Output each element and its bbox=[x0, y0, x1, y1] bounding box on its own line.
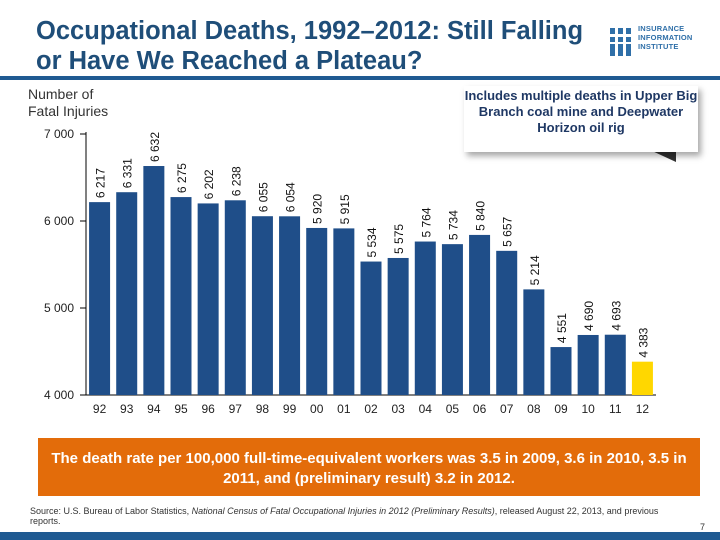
bar-value-label: 5 534 bbox=[365, 227, 379, 257]
y-tick-label: 7 000 bbox=[44, 127, 74, 141]
slide-title: Occupational Deaths, 1992–2012: Still Fa… bbox=[36, 17, 584, 75]
bar bbox=[387, 257, 409, 395]
iii-logo: INSURANCE INFORMATION INSTITUTE bbox=[608, 24, 708, 60]
header-rule bbox=[0, 76, 720, 80]
bar bbox=[631, 361, 653, 395]
bar-value-label: 4 551 bbox=[555, 313, 569, 343]
callout-pointer bbox=[650, 150, 676, 162]
bar-value-label: 6 217 bbox=[94, 168, 108, 198]
x-tick-label: 10 bbox=[581, 402, 595, 416]
bar-value-label: 6 202 bbox=[202, 169, 216, 199]
x-tick-label: 07 bbox=[500, 402, 514, 416]
y-axis-label: Number of Fatal Injuries bbox=[28, 86, 109, 119]
x-tick-label: 93 bbox=[120, 402, 134, 416]
x-tick-label: 05 bbox=[446, 402, 460, 416]
x-tick-label: 97 bbox=[229, 402, 243, 416]
bar-value-label: 6 054 bbox=[284, 182, 298, 212]
bar-value-label: 5 734 bbox=[446, 210, 460, 240]
x-tick-label: 00 bbox=[310, 402, 324, 416]
bar bbox=[197, 203, 219, 395]
x-tick-label: 98 bbox=[256, 402, 270, 416]
x-tick-label: 03 bbox=[391, 402, 405, 416]
bar-value-label: 5 575 bbox=[392, 224, 406, 254]
x-tick-label: 11 bbox=[609, 402, 622, 416]
callout-note: Includes multiple deaths in Upper Big Br… bbox=[464, 86, 698, 152]
x-tick-label: 96 bbox=[201, 402, 215, 416]
y-tick-label: 5 000 bbox=[44, 301, 74, 315]
source-note: Source: U.S. Bureau of Labor Statistics,… bbox=[30, 506, 690, 526]
bar bbox=[469, 234, 491, 395]
bar-value-label: 6 055 bbox=[256, 182, 270, 212]
x-tick-label: 02 bbox=[364, 402, 378, 416]
x-tick-label: 12 bbox=[636, 402, 650, 416]
bar-value-label: 5 764 bbox=[419, 207, 433, 237]
bar bbox=[414, 241, 436, 395]
bar-value-label: 5 657 bbox=[501, 216, 515, 246]
bar-chart: 4 000 5 000 6 000 7 000 6 217 92 6 331 93 6 632 9… bbox=[44, 127, 676, 416]
bar-value-label: 4 693 bbox=[609, 300, 623, 330]
bar bbox=[333, 228, 355, 395]
x-tick-label: 04 bbox=[419, 402, 433, 416]
x-tick-label: 94 bbox=[147, 402, 161, 416]
bar bbox=[143, 166, 165, 395]
bar bbox=[224, 200, 246, 395]
bar-value-label: 5 920 bbox=[311, 194, 325, 224]
x-tick-label: 01 bbox=[337, 402, 351, 416]
bar bbox=[550, 347, 572, 395]
x-tick-label: 06 bbox=[473, 402, 487, 416]
x-tick-label: 08 bbox=[527, 402, 541, 416]
bar bbox=[89, 202, 111, 395]
bar-value-label: 4 383 bbox=[636, 327, 650, 357]
x-tick-label: 95 bbox=[174, 402, 188, 416]
x-tick-label: 09 bbox=[554, 402, 568, 416]
page-number: 7 bbox=[700, 522, 706, 532]
bar bbox=[441, 244, 463, 395]
iii-logo-icon bbox=[608, 28, 634, 56]
bar bbox=[279, 216, 301, 395]
footer-rule bbox=[0, 532, 720, 540]
death-rate-banner: The death rate per 100,000 full-time-equ… bbox=[38, 438, 700, 496]
y-tick-label: 6 000 bbox=[44, 214, 74, 228]
bar-value-label: 6 275 bbox=[175, 163, 189, 193]
bar bbox=[360, 261, 382, 395]
logo-text: INSURANCE INFORMATION INSTITUTE bbox=[638, 24, 693, 51]
bar bbox=[170, 197, 192, 395]
bar bbox=[116, 192, 138, 395]
bar bbox=[306, 227, 328, 395]
y-tick-label: 4 000 bbox=[44, 388, 74, 402]
source-prefix: Source: U.S. Bureau of Labor Statistics, bbox=[30, 506, 192, 516]
bar-value-label: 5 915 bbox=[338, 194, 352, 224]
bar bbox=[604, 334, 626, 395]
bar bbox=[251, 216, 273, 395]
source-title: National Census of Fatal Occupational In… bbox=[191, 506, 495, 516]
bar-value-label: 5 840 bbox=[474, 201, 488, 231]
bar-value-label: 6 238 bbox=[229, 166, 243, 196]
bar-value-label: 6 331 bbox=[121, 158, 135, 188]
source-suffix: , released August 22, 2013, and previous… bbox=[30, 506, 659, 526]
x-tick-label: 99 bbox=[283, 402, 297, 416]
bar-value-label: 4 690 bbox=[582, 301, 596, 331]
bar bbox=[577, 334, 599, 395]
bar bbox=[496, 250, 518, 395]
bar-value-label: 6 632 bbox=[148, 132, 162, 162]
bar bbox=[523, 289, 545, 395]
x-tick-label: 92 bbox=[93, 402, 107, 416]
bar-value-label: 5 214 bbox=[528, 255, 542, 285]
